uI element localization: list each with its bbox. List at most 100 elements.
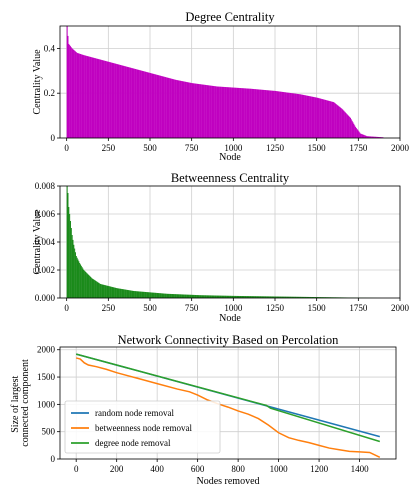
- bar: [139, 291, 141, 298]
- bar: [299, 94, 301, 138]
- bar: [140, 70, 142, 138]
- bar: [358, 131, 360, 138]
- bar: [211, 295, 213, 298]
- bar: [137, 291, 139, 298]
- bar: [143, 291, 145, 298]
- x-tick-labels: 0 250 500 750 1000 1250 1500 1750 2000: [64, 298, 410, 313]
- y-tick-label: 0: [51, 454, 56, 464]
- bar: [184, 81, 186, 138]
- bar: [220, 295, 221, 298]
- bar: [136, 69, 138, 138]
- bar: [186, 82, 188, 138]
- bar: [258, 89, 260, 138]
- bar: [230, 295, 231, 298]
- bar: [295, 93, 296, 138]
- bar: [178, 294, 180, 298]
- bar: [362, 134, 364, 138]
- bar: [342, 109, 344, 138]
- bar: [106, 61, 108, 138]
- bar: [282, 91, 284, 138]
- bar: [152, 73, 154, 138]
- bar: [318, 98, 320, 138]
- bar: [195, 83, 196, 138]
- bar: [109, 286, 111, 298]
- bar: [82, 54, 84, 139]
- bar: [95, 58, 96, 139]
- bar: [298, 296, 300, 298]
- bar: [202, 295, 204, 298]
- bar: [296, 296, 298, 298]
- bar: [308, 296, 310, 298]
- y-axis-label: Size of largest connected component: [10, 359, 31, 447]
- bar: [222, 86, 224, 138]
- bar: [114, 287, 116, 298]
- bar: [271, 90, 273, 138]
- bar: [185, 81, 186, 138]
- bar: [278, 296, 280, 298]
- bar: [155, 292, 156, 298]
- bar: [70, 221, 71, 298]
- bar: [355, 127, 357, 138]
- bar: [208, 85, 210, 138]
- bar: [155, 292, 157, 298]
- bar: [289, 296, 291, 298]
- bar: [150, 73, 152, 138]
- bar: [163, 293, 165, 298]
- bar: [246, 296, 248, 298]
- bar: [303, 94, 305, 138]
- bar: [122, 65, 124, 138]
- bar: [205, 295, 206, 298]
- bar: [378, 136, 380, 138]
- y-tick-label: 0.000: [35, 293, 56, 303]
- bar: [188, 294, 190, 298]
- bar: [245, 88, 247, 138]
- bar: [116, 288, 118, 298]
- bar: [305, 296, 307, 298]
- bar: [169, 293, 171, 298]
- bar: [380, 137, 382, 138]
- x-tick-label: 600: [191, 464, 205, 474]
- bar: [125, 66, 126, 138]
- bar: [155, 74, 156, 138]
- bar: [349, 116, 351, 138]
- bar: [203, 84, 205, 138]
- bar: [106, 285, 108, 298]
- legend-label: random node removal: [95, 408, 174, 418]
- bar: [277, 91, 279, 138]
- bar: [140, 291, 142, 298]
- bar: [284, 92, 286, 138]
- bar: [117, 288, 119, 298]
- bar: [117, 64, 119, 138]
- bar: [174, 79, 176, 138]
- legend-box: [64, 400, 221, 454]
- bar: [276, 296, 278, 298]
- bar: [375, 136, 376, 138]
- y-tick-label: 2000: [37, 345, 56, 355]
- bar: [279, 91, 281, 138]
- bar: [203, 295, 205, 298]
- bar: [256, 296, 258, 298]
- bar: [347, 115, 349, 138]
- bar: [133, 291, 135, 298]
- bar: [90, 277, 92, 298]
- bar: [113, 63, 115, 138]
- bar: [181, 294, 183, 298]
- bar: [226, 295, 228, 298]
- bar: [305, 95, 306, 138]
- bar: [107, 61, 109, 139]
- bar: [93, 57, 95, 138]
- bar: [244, 88, 246, 138]
- bar: [285, 296, 286, 298]
- y-tick-label: 0.004: [35, 237, 56, 247]
- bar: [331, 101, 333, 138]
- bar: [118, 288, 120, 298]
- bar: [145, 71, 146, 138]
- x-tick-labels: 0 200 400 600 800 1000 1200 1400: [74, 459, 369, 474]
- bar: [88, 275, 90, 298]
- bar: [311, 96, 313, 138]
- bar: [234, 87, 236, 138]
- bar: [285, 296, 287, 298]
- bar: [101, 60, 103, 138]
- bar: [356, 129, 358, 138]
- bar: [334, 102, 336, 138]
